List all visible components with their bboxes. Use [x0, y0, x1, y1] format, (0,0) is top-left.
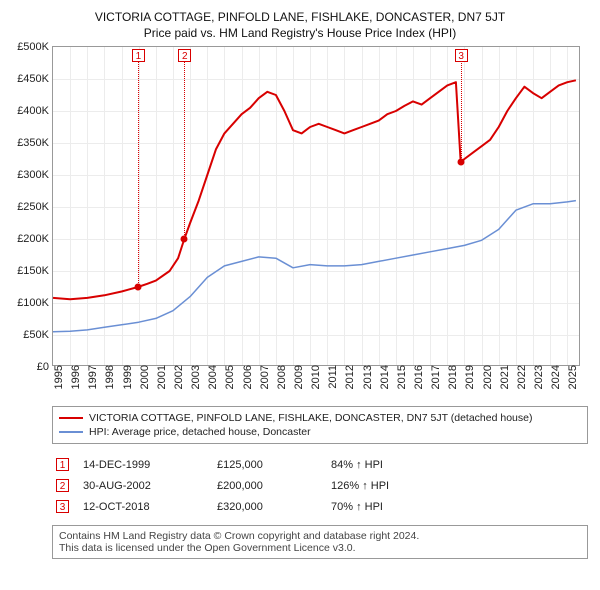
x-tick-label: 2021 — [497, 365, 511, 389]
event-hpi: 70% ↑ HPI — [331, 501, 431, 513]
event-row: 1 14-DEC-1999 £125,000 84% ↑ HPI — [52, 454, 588, 475]
event-dot-3 — [457, 159, 464, 166]
y-tick-label: £250K — [17, 201, 53, 213]
x-tick-label: 2007 — [257, 365, 271, 389]
x-tick-label: 2006 — [240, 365, 254, 389]
x-tick-label: 2012 — [342, 365, 356, 389]
y-tick-label: £150K — [17, 265, 53, 277]
event-price: £125,000 — [217, 459, 317, 471]
y-tick-label: £200K — [17, 233, 53, 245]
legend-swatch — [59, 431, 83, 433]
y-tick-label: £350K — [17, 137, 53, 149]
event-marker-1: 1 — [132, 49, 145, 62]
plot-area: £0£50K£100K£150K£200K£250K£300K£350K£400… — [52, 46, 580, 366]
events-table: 1 14-DEC-1999 £125,000 84% ↑ HPI 2 30-AU… — [52, 454, 588, 517]
credit-box: Contains HM Land Registry data © Crown c… — [52, 525, 588, 559]
y-tick-label: £100K — [17, 297, 53, 309]
y-tick-label: £300K — [17, 169, 53, 181]
legend-label: HPI: Average price, detached house, Donc… — [89, 426, 311, 438]
event-marker-icon: 2 — [56, 479, 69, 492]
event-dot-1 — [134, 284, 141, 291]
x-tick-label: 2015 — [394, 365, 408, 389]
chart-container: VICTORIA COTTAGE, PINFOLD LANE, FISHLAKE… — [0, 0, 600, 569]
x-tick-label: 2005 — [222, 365, 236, 389]
x-tick-label: 2008 — [274, 365, 288, 389]
event-date: 12-OCT-2018 — [83, 501, 203, 513]
x-tick-label: 2003 — [188, 365, 202, 389]
event-dot-2 — [181, 236, 188, 243]
series-hpi — [53, 201, 576, 332]
event-row: 2 30-AUG-2002 £200,000 126% ↑ HPI — [52, 475, 588, 496]
y-tick-label: £400K — [17, 105, 53, 117]
x-tick-label: 2001 — [154, 365, 168, 389]
y-tick-label: £450K — [17, 73, 53, 85]
x-tick-label: 2024 — [548, 365, 562, 389]
event-marker-icon: 1 — [56, 458, 69, 471]
y-tick-label: £500K — [17, 41, 53, 53]
x-tick-label: 1997 — [85, 365, 99, 389]
event-marker-2: 2 — [178, 49, 191, 62]
x-tick-label: 2014 — [377, 365, 391, 389]
event-hpi: 84% ↑ HPI — [331, 459, 431, 471]
event-marker-icon: 3 — [56, 500, 69, 513]
event-price: £320,000 — [217, 501, 317, 513]
x-tick-label: 2020 — [480, 365, 494, 389]
x-tick-label: 2000 — [137, 365, 151, 389]
event-date: 30-AUG-2002 — [83, 480, 203, 492]
x-tick-label: 1998 — [102, 365, 116, 389]
x-tick-label: 2023 — [531, 365, 545, 389]
series-price_paid — [53, 80, 576, 299]
chart-subtitle: Price paid vs. HM Land Registry's House … — [12, 26, 588, 40]
event-price: £200,000 — [217, 480, 317, 492]
legend-item: HPI: Average price, detached house, Donc… — [59, 425, 581, 439]
x-tick-label: 2013 — [360, 365, 374, 389]
x-tick-label: 2016 — [411, 365, 425, 389]
legend: VICTORIA COTTAGE, PINFOLD LANE, FISHLAKE… — [52, 406, 588, 444]
credit-line: This data is licensed under the Open Gov… — [59, 542, 581, 554]
legend-swatch — [59, 417, 83, 419]
x-tick-label: 1995 — [51, 365, 65, 389]
x-tick-label: 1996 — [68, 365, 82, 389]
event-marker-3: 3 — [455, 49, 468, 62]
x-tick-label: 2017 — [428, 365, 442, 389]
x-tick-label: 2002 — [171, 365, 185, 389]
x-tick-label: 2009 — [291, 365, 305, 389]
legend-label: VICTORIA COTTAGE, PINFOLD LANE, FISHLAKE… — [89, 412, 532, 424]
x-tick-label: 2019 — [462, 365, 476, 389]
x-tick-label: 2025 — [565, 365, 579, 389]
x-tick-label: 2004 — [205, 365, 219, 389]
y-tick-label: £50K — [23, 329, 53, 341]
x-tick-label: 2011 — [325, 365, 339, 389]
x-tick-label: 2010 — [308, 365, 322, 389]
chart-title: VICTORIA COTTAGE, PINFOLD LANE, FISHLAKE… — [12, 10, 588, 24]
credit-line: Contains HM Land Registry data © Crown c… — [59, 530, 581, 542]
x-tick-label: 2022 — [514, 365, 528, 389]
event-date: 14-DEC-1999 — [83, 459, 203, 471]
event-row: 3 12-OCT-2018 £320,000 70% ↑ HPI — [52, 496, 588, 517]
x-tick-label: 2018 — [445, 365, 459, 389]
event-hpi: 126% ↑ HPI — [331, 480, 431, 492]
legend-item: VICTORIA COTTAGE, PINFOLD LANE, FISHLAKE… — [59, 411, 581, 425]
x-tick-label: 1999 — [120, 365, 134, 389]
